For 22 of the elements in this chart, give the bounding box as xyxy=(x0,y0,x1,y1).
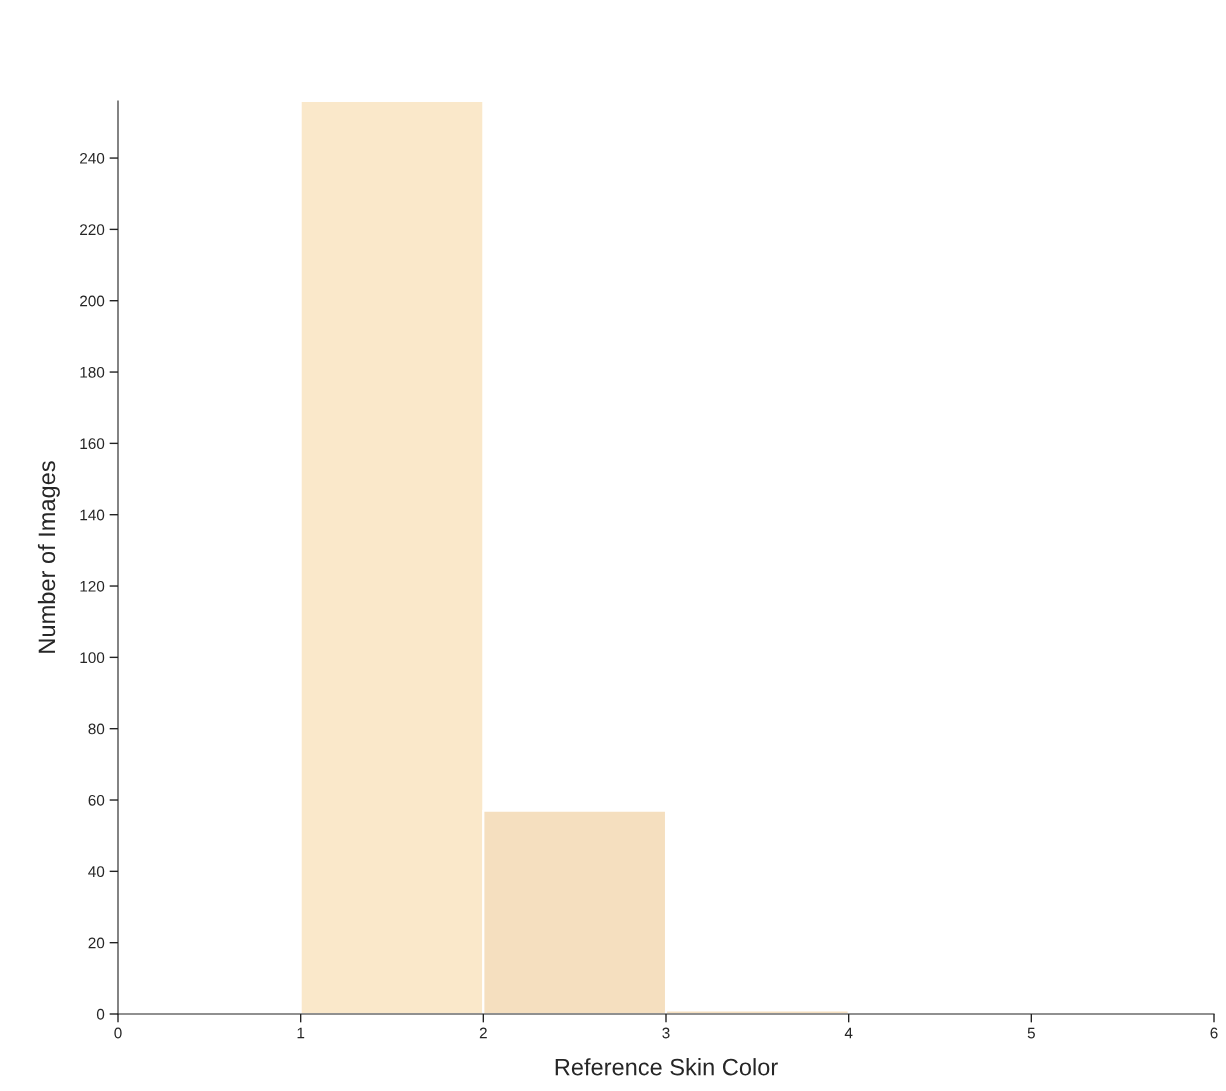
y-tick-label: 0 xyxy=(96,1008,105,1020)
x-tick-label: 1 xyxy=(297,1027,305,1039)
y-tick-label: 160 xyxy=(80,438,105,450)
y-tick-label: 140 xyxy=(80,509,105,521)
y-tick-label: 20 xyxy=(88,937,105,949)
y-tick-label: 200 xyxy=(80,295,105,307)
y-tick-label: 40 xyxy=(88,866,105,878)
x-tick-label: 5 xyxy=(1027,1027,1035,1039)
x-tick-label: 2 xyxy=(479,1027,487,1039)
x-axis-title: Reference Skin Color xyxy=(555,1058,778,1076)
x-tick-label: 0 xyxy=(114,1027,122,1039)
y-tick-label: 180 xyxy=(80,366,105,378)
x-tick-label: 3 xyxy=(662,1027,670,1039)
y-tick-label: 100 xyxy=(80,652,105,664)
x-tick-label: 4 xyxy=(844,1027,853,1039)
y-tick-label: 80 xyxy=(88,723,105,735)
y-tick-label: 220 xyxy=(80,224,105,236)
y-tick-label: 60 xyxy=(88,794,105,806)
y-tick-label: 240 xyxy=(80,152,105,164)
y-tick-label: 120 xyxy=(80,580,105,592)
y-axis-title: Number of Images xyxy=(37,461,60,653)
x-tick-label: 6 xyxy=(1210,1027,1218,1039)
